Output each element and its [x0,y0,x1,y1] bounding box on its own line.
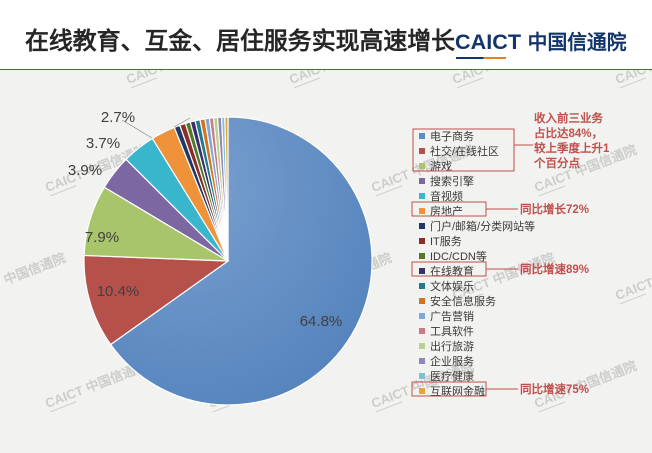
svg-text:较上季度上升1: 较上季度上升1 [534,141,610,155]
svg-text:个百分点: 个百分点 [533,156,580,170]
svg-text:占比达84%，: 占比达84%， [534,126,603,140]
svg-text:同比增速75%: 同比增速75% [520,382,589,396]
svg-text:收入前三业务: 收入前三业务 [534,111,603,125]
svg-text:同比增速89%: 同比增速89% [520,262,589,276]
svg-text:同比增长72%: 同比增长72% [520,202,589,216]
